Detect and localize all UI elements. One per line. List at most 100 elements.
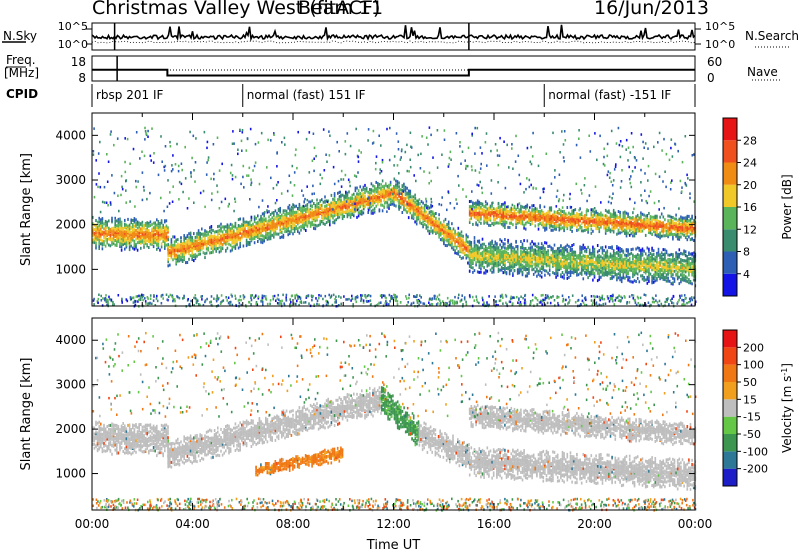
data-cell [483, 247, 485, 251]
data-cell [124, 237, 126, 241]
data-cell [627, 271, 629, 275]
data-cell [181, 242, 184, 246]
data-cell [333, 193, 336, 197]
data-cell [335, 212, 337, 216]
data-cell [585, 263, 588, 267]
data-cell [532, 248, 535, 252]
data-cell [604, 251, 607, 255]
data-cell [210, 251, 213, 255]
data-cell [609, 263, 612, 267]
data-cell [531, 268, 533, 272]
data-cell [378, 195, 381, 199]
data-cell [127, 239, 129, 243]
data-cell [365, 200, 368, 204]
data-cell [431, 231, 434, 235]
data-cell [419, 210, 421, 214]
data-cell [457, 239, 460, 243]
data-cell [640, 261, 642, 265]
data-cell [351, 208, 353, 212]
data-cell [648, 223, 650, 227]
data-cell [100, 234, 102, 238]
data-cell [282, 219, 285, 223]
data-cell [111, 219, 113, 223]
data-cell [167, 249, 169, 253]
data-cell [595, 227, 597, 231]
data-cell [116, 227, 118, 231]
data-cell [553, 243, 556, 247]
data-cell [462, 251, 464, 255]
data-cell [601, 256, 604, 260]
data-cell [228, 235, 230, 239]
data-cell [329, 216, 331, 220]
data-cell [218, 231, 221, 235]
data-cell [361, 200, 363, 204]
data-cell [303, 223, 305, 227]
data-cell [590, 251, 593, 255]
data-cell [601, 262, 604, 266]
data-cell [111, 241, 113, 244]
data-cell [386, 204, 389, 208]
data-cell [633, 259, 636, 263]
data-cell [544, 248, 546, 252]
data-cell [569, 255, 572, 259]
data-cell [505, 212, 508, 216]
data-cell [228, 242, 230, 246]
data-cell [414, 200, 416, 204]
data-cell [651, 215, 653, 219]
data-cell [395, 204, 397, 208]
data-cell [93, 228, 96, 232]
data-cell [258, 235, 261, 239]
data-cell [231, 239, 233, 243]
data-cell [598, 213, 601, 216]
data-cell [103, 233, 105, 237]
data-cell [537, 212, 540, 216]
data-cell [612, 267, 615, 271]
data-cell [185, 249, 187, 253]
data-cell [651, 219, 653, 222]
data-cell [305, 208, 307, 211]
data-cell [640, 254, 642, 258]
data-cell [580, 248, 583, 251]
data-cell [101, 247, 104, 251]
data-cell [480, 221, 482, 225]
data-cell [157, 241, 160, 245]
data-cell [561, 262, 564, 266]
data-cell [111, 231, 113, 235]
data-cell [604, 254, 607, 258]
data-cell [213, 234, 216, 238]
data-cell [654, 217, 657, 221]
data-cell [116, 233, 118, 237]
data-cell [492, 256, 495, 260]
data-cell [385, 195, 387, 199]
data-cell [343, 197, 345, 201]
data-cell [553, 254, 556, 258]
data-cell [500, 255, 503, 259]
data-cell [644, 233, 647, 237]
data-cell [612, 261, 615, 265]
data-cell [279, 221, 281, 225]
data-cell [555, 211, 557, 215]
data-cell [648, 211, 650, 215]
data-cell [524, 207, 527, 211]
data-cell [524, 250, 527, 254]
data-cell [523, 268, 525, 271]
data-cell [186, 250, 189, 254]
data-cell [177, 249, 179, 253]
data-cell [332, 220, 334, 224]
data-cell [604, 257, 607, 261]
data-cell [367, 194, 369, 198]
data-cell [476, 206, 479, 210]
data-cell [337, 211, 339, 215]
data-cell [345, 192, 347, 196]
data-cell [619, 212, 621, 216]
data-cell [502, 260, 505, 264]
data-cell [572, 252, 575, 256]
data-cell [177, 238, 179, 242]
data-cell [596, 265, 599, 269]
data-cell [209, 241, 211, 245]
data-cell [547, 249, 549, 253]
data-cell [483, 271, 485, 275]
data-cell [108, 237, 110, 241]
data-cell [572, 256, 575, 260]
data-cell [467, 240, 469, 244]
